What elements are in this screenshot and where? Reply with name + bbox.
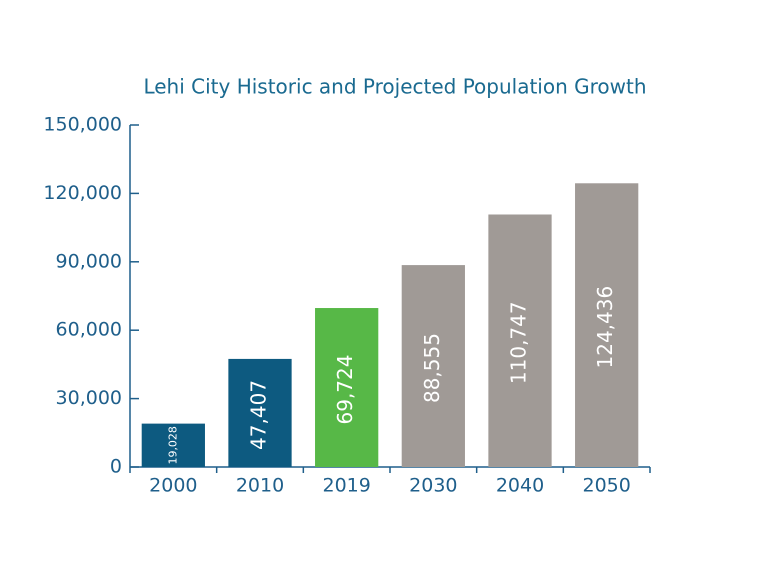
- x-tick-label: 2000: [149, 475, 197, 497]
- bar: [575, 183, 639, 467]
- value-label: 47,407: [247, 380, 271, 450]
- x-tick-label: 2010: [236, 475, 284, 497]
- value-label: 110,747: [507, 301, 531, 384]
- bar: [141, 423, 205, 467]
- value-label: 69,724: [333, 355, 357, 425]
- y-tick-label: 0: [110, 456, 122, 478]
- y-tick-label: 90,000: [56, 250, 122, 272]
- chart-title: Lehi City Historic and Projected Populat…: [143, 75, 646, 99]
- y-tick-label: 30,000: [56, 387, 122, 409]
- value-label: 19,028: [166, 426, 179, 465]
- bar: [401, 265, 465, 467]
- y-tick-label: 60,000: [56, 319, 122, 341]
- bar: [315, 308, 379, 467]
- y-tick-label: 150,000: [43, 114, 122, 136]
- x-tick-label: 2040: [496, 475, 544, 497]
- x-tick-label: 2050: [582, 475, 630, 497]
- bar: [488, 214, 552, 467]
- value-label: 88,555: [420, 333, 444, 403]
- x-tick-label: 2019: [322, 475, 370, 497]
- x-tick-label: 2030: [409, 475, 457, 497]
- y-tick-label: 120,000: [43, 182, 122, 204]
- value-label: 124,436: [593, 286, 617, 369]
- bar: [228, 358, 292, 467]
